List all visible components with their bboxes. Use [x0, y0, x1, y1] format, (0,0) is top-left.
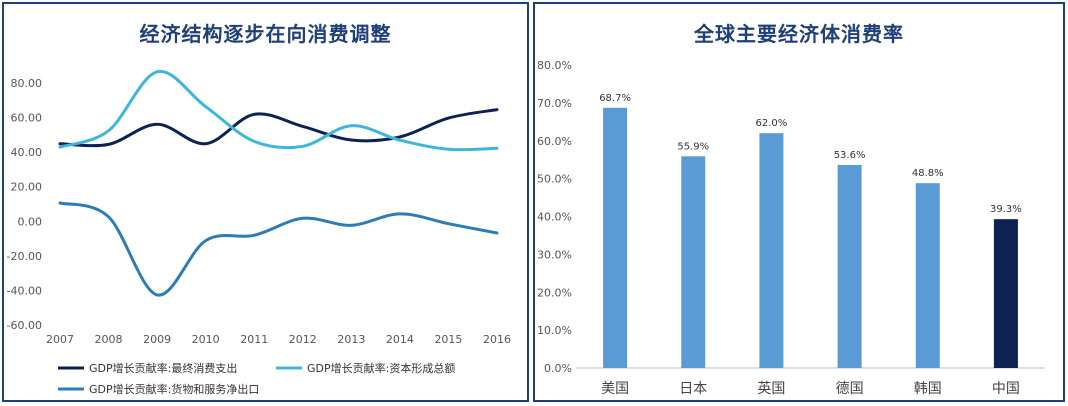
data-label: 48.8%	[912, 168, 944, 179]
x-tick-label: 日本	[679, 381, 707, 397]
y-tick-label: 10.0%	[537, 324, 572, 337]
y-tick-label: 50.0%	[537, 173, 572, 186]
y-tick-label: 20.00	[11, 181, 43, 194]
bar	[993, 219, 1018, 368]
line-chart: 80.00 60.00 40.00 20.00 0.00 -20.00 -40.00 -60.…	[7, 70, 511, 396]
y-tick-label: 80.0%	[537, 59, 572, 72]
x-tick-label: 2015	[434, 333, 462, 346]
x-tick-label: 2007	[46, 333, 74, 346]
line-chart-title: 经济结构逐步在向消费调整	[139, 22, 392, 46]
left-chart-panel: 经济结构逐步在向消费调整 80.00 60.00 40.00 20.00 0.00 -20…	[2, 2, 529, 402]
legend-label: GDP增长贡献率:最终消费支出	[89, 361, 237, 375]
data-label: 62.0%	[756, 118, 788, 129]
x-tick-label: 美国	[601, 381, 629, 397]
bar	[759, 133, 784, 368]
legend-label: GDP增长贡献率:资本形成总额	[307, 361, 455, 375]
data-label: 39.3%	[990, 204, 1022, 215]
y-tick-label: 60.0%	[537, 135, 572, 148]
x-tick-label: 中国	[992, 381, 1020, 397]
bar	[915, 183, 940, 368]
y-tick-label: 70.0%	[537, 97, 572, 110]
x-tick-label: 2013	[337, 333, 365, 346]
y-tick-label: 30.0%	[537, 248, 572, 261]
bar	[837, 164, 862, 368]
series-line-3	[58, 201, 499, 297]
data-label: 68.7%	[599, 93, 631, 104]
bar-chart: 80.0% 70.0% 60.0% 50.0% 40.0% 30.0% 20.0% 10.0%…	[537, 59, 1045, 397]
y-tick-label: 0.00	[18, 215, 43, 228]
x-tick-label: 2010	[192, 333, 220, 346]
data-label: 55.9%	[677, 141, 709, 152]
x-tick-label: 德国	[836, 381, 864, 397]
y-tick-label: 60.00	[11, 112, 43, 125]
x-tick-label: 2008	[95, 333, 123, 346]
bar	[681, 156, 706, 368]
y-tick-label: 20.0%	[537, 286, 572, 299]
x-tick-label: 2012	[289, 333, 317, 346]
x-tick-label: 英国	[757, 380, 785, 397]
y-tick-label: -20.00	[7, 250, 42, 263]
y-tick-label: -60.00	[7, 319, 42, 332]
x-tick-label: 2016	[483, 333, 511, 346]
x-tick-label: 2011	[240, 333, 268, 346]
y-tick-label: 40.0%	[537, 211, 572, 224]
y-tick-label: -40.00	[7, 284, 42, 297]
y-tick-label: 40.00	[11, 146, 43, 159]
x-tick-label: 韩国	[914, 381, 942, 397]
legend-label: GDP增长贡献率:货物和服务净出口	[89, 382, 259, 396]
right-chart-panel: 全球主要经济体消费率 80.0% 70.0% 60.0% 50.0% 40.0% 30.0…	[533, 2, 1065, 402]
x-tick-label: 2009	[143, 333, 171, 346]
data-label: 53.6%	[834, 150, 866, 161]
bar-chart-title: 全球主要经济体消费率	[694, 22, 904, 46]
y-tick-label: 0.0%	[544, 362, 572, 375]
bar	[603, 107, 628, 368]
y-tick-label: 80.00	[11, 77, 43, 90]
x-tick-label: 2014	[386, 333, 414, 346]
series-line-2	[58, 70, 499, 152]
series-line-1	[58, 108, 499, 148]
